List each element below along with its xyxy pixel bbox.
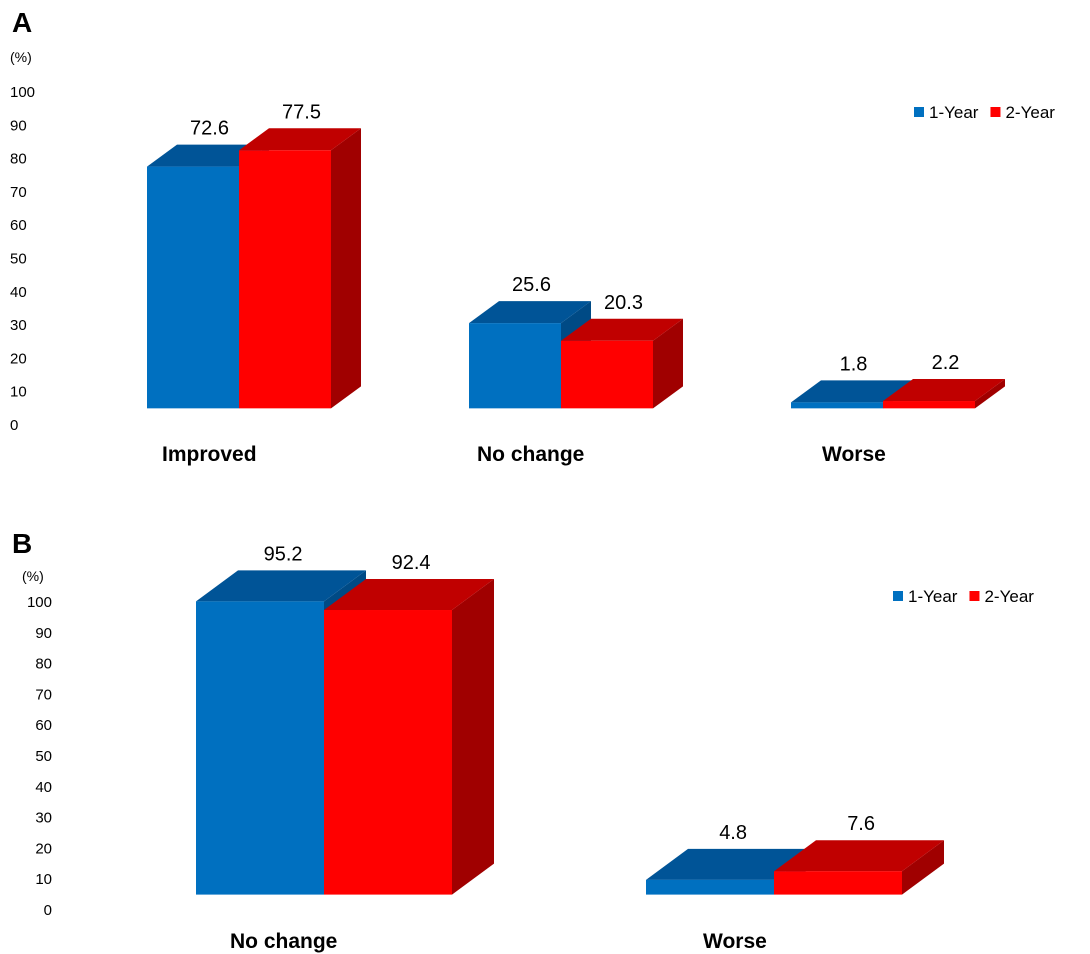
panel-a-bar-one-year (469, 301, 591, 409)
panel-b-bar-top-face (196, 570, 366, 602)
panel-b-bar-two-year (774, 840, 944, 895)
panel-a-y-tick-label: 30 (10, 317, 27, 334)
panel-b-bar-front-face (646, 879, 774, 895)
panel-a-y-axis: 0 10 20 30 40 50 60 70 80 90 100 (10, 84, 35, 434)
panel-a-bar-front-face (239, 150, 331, 409)
panel-b-bars: 95.2 92.4 4.8 7.6 (196, 543, 944, 895)
panel-a-legend-swatch (990, 107, 1001, 117)
panel-a-data-label: 77.5 (282, 101, 321, 123)
panel-b-legend-item-one-year: 1-Year (893, 587, 958, 606)
panel-a-y-tick-label: 10 (10, 384, 27, 401)
panel-a-legend: 1-Year 2-Year (914, 103, 1055, 122)
panel-b-bar-top-face (646, 848, 816, 880)
panel-a-legend-item-two-year: 2-Year (990, 103, 1055, 122)
panel-a-bar-side-face (653, 318, 683, 409)
panel-b-data-label: 92.4 (392, 552, 431, 574)
panel-a-y-tick-label: 70 (10, 184, 27, 201)
panel-a-legend-label: 2-Year (1005, 103, 1055, 122)
panel-a-data-label: 20.3 (604, 292, 643, 314)
panel-b-chart: B (%) 0 10 20 30 40 50 60 70 80 90 100 95.2 92.4 4.8… (12, 528, 1034, 953)
panel-a-category-labels: Improved No change Worse (162, 443, 886, 466)
panel-a-y-tick-label: 80 (10, 151, 27, 168)
panel-a-bar-two-year (883, 379, 1005, 409)
panel-b-y-tick-label: 70 (35, 686, 52, 703)
panel-b-y-axis: 0 10 20 30 40 50 60 70 80 90 100 (27, 594, 52, 919)
panel-a-chart: A (%) 0 10 20 30 40 50 60 70 80 90 100 72.6 77.5 25.… (10, 7, 1055, 466)
panel-a-bar-two-year (239, 128, 361, 409)
panel-b-data-label: 4.8 (719, 822, 747, 844)
panel-a-category-label: No change (477, 443, 584, 466)
panel-b-unit-label: (%) (22, 568, 44, 584)
panel-a-bar-top-face (561, 318, 683, 341)
panel-b-y-tick-label: 60 (35, 717, 52, 734)
panel-a-data-label: 72.6 (190, 118, 229, 140)
panel-a-legend-swatch (914, 107, 924, 117)
panel-b-y-tick-label: 20 (35, 840, 52, 857)
panel-b-bar-top-face (774, 840, 944, 872)
panel-a-data-label: 1.8 (840, 353, 868, 375)
panel-a-y-tick-label: 40 (10, 284, 27, 301)
panel-b-bar-two-year (324, 579, 494, 895)
panel-b-category-label: No change (230, 930, 337, 953)
panel-b-category-labels: No change Worse (230, 930, 767, 953)
panel-b-label: B (12, 528, 32, 559)
panel-a-y-tick-label: 0 (10, 417, 18, 434)
panel-a-data-label: 25.6 (512, 274, 551, 296)
panel-b-y-tick-label: 30 (35, 810, 52, 827)
panel-b-data-label: 7.6 (847, 813, 875, 835)
panel-a-y-tick-label: 50 (10, 251, 27, 268)
panel-b-bar-front-face (324, 610, 452, 895)
panel-a-y-tick-label: 60 (10, 217, 27, 234)
panel-a-y-tick-label: 90 (10, 117, 27, 134)
panel-a-bar-front-face (469, 323, 561, 409)
panel-a-y-tick-label: 20 (10, 350, 27, 367)
panel-a-data-label: 2.2 (932, 352, 960, 374)
panel-b-y-tick-label: 90 (35, 625, 52, 642)
panel-a-y-tick-label: 100 (10, 84, 35, 101)
panel-b-y-tick-label: 10 (35, 871, 52, 888)
panel-b-y-tick-label: 40 (35, 779, 52, 796)
panel-a-bar-side-face (975, 379, 1005, 409)
panel-a-bar-front-face (791, 402, 883, 409)
panel-b-category-label: Worse (703, 930, 767, 953)
panel-b-legend-item-two-year: 2-Year (969, 587, 1034, 606)
panel-b-y-tick-label: 80 (35, 656, 52, 673)
panel-a-category-label: Worse (822, 443, 886, 466)
panel-a-bar-two-year (561, 318, 683, 409)
panel-a-legend-label: 1-Year (929, 103, 979, 122)
panel-a-bar-front-face (883, 401, 975, 409)
panel-a-bar-top-face (791, 380, 913, 403)
panel-b-bar-top-face (324, 579, 494, 611)
panel-b-bar-front-face (774, 871, 902, 895)
panel-a-bar-side-face (331, 128, 361, 409)
panel-b-legend-label: 2-Year (984, 587, 1034, 606)
panel-a-bar-front-face (147, 166, 239, 409)
panel-b-bar-front-face (196, 601, 324, 895)
panel-b-legend-swatch (893, 591, 903, 601)
panel-a-category-label: Improved (162, 443, 257, 466)
panel-a-unit-label: (%) (10, 49, 32, 65)
panel-b-legend: 1-Year 2-Year (893, 587, 1034, 606)
panel-b-legend-label: 1-Year (908, 587, 958, 606)
panel-b-legend-swatch (969, 591, 980, 601)
panel-b-data-label: 95.2 (264, 543, 303, 565)
panel-a-bar-front-face (561, 340, 653, 409)
panel-b-y-tick-label: 100 (27, 594, 52, 611)
panel-a-bar-top-face (147, 144, 269, 167)
panel-a-bar-top-face (469, 301, 591, 324)
panel-a-bars: 72.6 77.5 25.6 20.3 1.8 2.2 (147, 101, 1005, 409)
panel-a-bar-top-face (239, 128, 361, 151)
panel-b-y-tick-label: 0 (44, 902, 52, 919)
panel-b-bar-side-face (902, 840, 944, 895)
panel-b-bar-side-face (452, 579, 494, 895)
panel-a-bar-top-face (883, 379, 1005, 402)
panel-b-y-tick-label: 50 (35, 748, 52, 765)
panel-a-label: A (12, 7, 32, 38)
panel-a-legend-item-one-year: 1-Year (914, 103, 979, 122)
